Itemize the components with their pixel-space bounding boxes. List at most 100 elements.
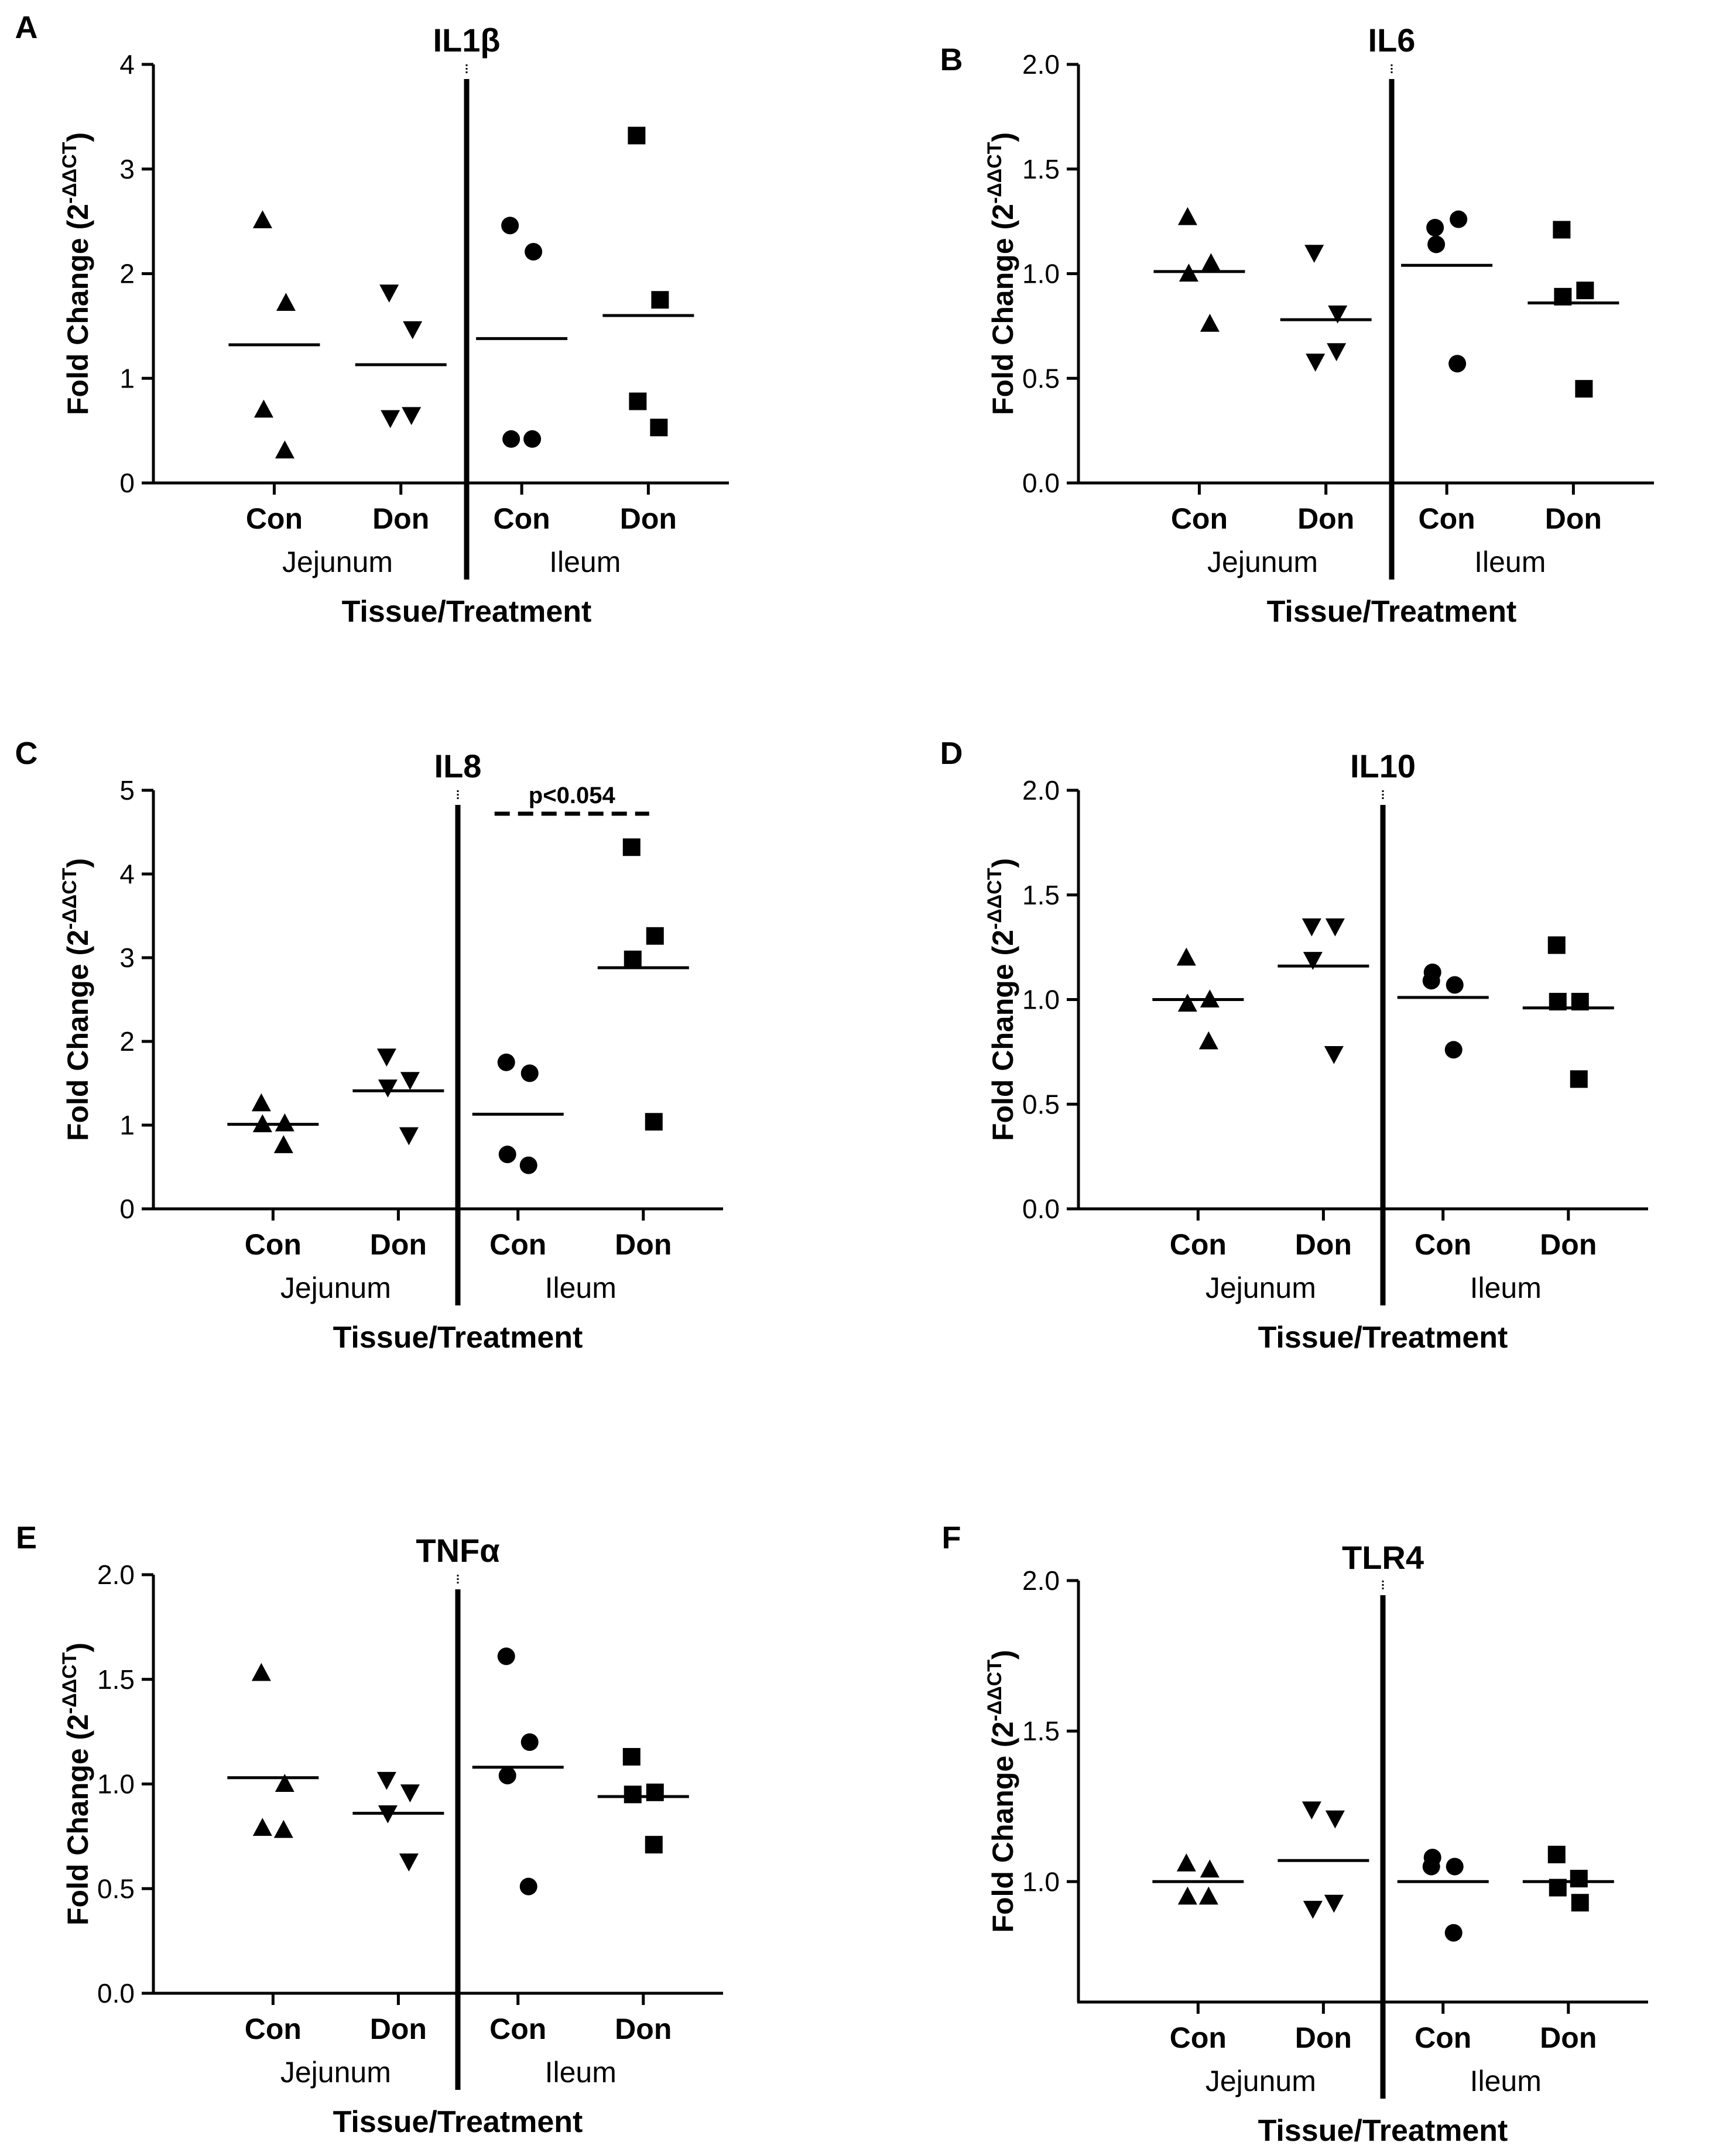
data-point: [497, 1647, 515, 1665]
y-tick-label: 3: [119, 154, 135, 184]
y-tick-label: 0.0: [1022, 468, 1060, 498]
data-point: [1444, 1041, 1463, 1059]
x-axis-title: Tissue/Treatment: [333, 2105, 583, 2139]
data-point: [1554, 287, 1572, 306]
chart-title: TNFα: [416, 1532, 499, 1569]
x-tick-label: Con: [245, 1228, 302, 1261]
x-tick-label: Don: [370, 1228, 427, 1261]
panel-f: F TLR4 1.0 1.5 2.0 Con Don Con Don Jejunum Ileum Ti…: [942, 1520, 1648, 2148]
group-label-ileum: Ileum: [545, 2056, 617, 2089]
data-point: [650, 419, 668, 437]
data-point: [1446, 976, 1464, 994]
y-tick-label: 1.0: [1022, 985, 1060, 1015]
x-tick-label: Con: [245, 2013, 302, 2045]
data-point: [402, 407, 422, 426]
data-point: [1427, 235, 1446, 253]
group-label-ileum: Ileum: [1470, 1271, 1542, 1304]
data-point: [252, 210, 272, 228]
data-point: [1324, 1046, 1344, 1064]
data-point: [1547, 936, 1566, 954]
data-point: [498, 1146, 516, 1164]
data-point: [1303, 952, 1323, 970]
data-point: [400, 1784, 420, 1803]
y-tick-label: 0: [119, 468, 135, 498]
x-axis-title: Tissue/Treatment: [1267, 595, 1517, 629]
group-label-ileum: Ileum: [1470, 2065, 1542, 2097]
data-point: [502, 430, 520, 448]
data-point: [273, 1135, 293, 1153]
group-label-jejunum: Jejunum: [1205, 1271, 1316, 1304]
data-point: [1423, 964, 1441, 982]
y-tick-label: 1.0: [1022, 1866, 1060, 1897]
data-point: [622, 838, 641, 856]
data-point: [1176, 1853, 1196, 1871]
data-point: [1448, 355, 1467, 373]
data-point: [275, 1113, 294, 1132]
panel-b: B IL6 0.0 0.5 1.0 1.5 2.0 Con Don Con Don Jejunum Il…: [940, 22, 1654, 629]
x-tick-label: Con: [1419, 502, 1475, 535]
x-tick-label: Don: [1545, 502, 1602, 535]
y-tick-label: 0: [119, 1194, 135, 1224]
y-tick-label: 4: [119, 49, 135, 80]
group-label-jejunum: Jejunum: [1207, 546, 1318, 578]
y-axis-title: Fold Change (2-ΔΔCT): [59, 1643, 94, 1925]
y-axis-title: Fold Change (2-ΔΔCT): [984, 1650, 1019, 1932]
y-tick-label: 1.5: [1022, 1716, 1060, 1746]
x-tick-label: Con: [1170, 1228, 1227, 1261]
y-tick-label: 2.0: [1022, 1565, 1060, 1596]
data-point: [1327, 343, 1347, 362]
x-axis-title: Tissue/Treatment: [333, 1321, 583, 1355]
data-point: [1547, 1846, 1566, 1863]
data-point: [1200, 314, 1220, 332]
data-point: [645, 1836, 663, 1854]
data-point: [273, 1819, 293, 1838]
chart-title: IL8: [434, 748, 482, 784]
group-label-ileum: Ileum: [545, 1271, 617, 1304]
data-point: [1302, 918, 1321, 937]
data-point: [1571, 1894, 1589, 1912]
data-point: [651, 291, 669, 309]
panel-letter: D: [940, 736, 963, 771]
x-tick-label: Con: [1415, 2021, 1471, 2054]
data-point: [1576, 282, 1594, 300]
panel-letter: F: [942, 1520, 961, 1555]
group-label-jejunum: Jejunum: [1205, 2065, 1316, 2097]
data-point: [1201, 253, 1221, 272]
data-point: [376, 1771, 396, 1790]
group-label-jejunum: Jejunum: [280, 1271, 391, 1304]
x-tick-label: Con: [1171, 502, 1228, 535]
panel-letter: E: [16, 1520, 37, 1555]
data-point: [254, 399, 273, 418]
x-tick-label: Con: [1415, 1228, 1471, 1261]
panel-letter: A: [15, 10, 38, 45]
data-point: [520, 1733, 539, 1751]
y-tick-label: 2.0: [1022, 49, 1060, 80]
data-point: [628, 126, 646, 145]
data-point: [1198, 1031, 1218, 1050]
y-tick-label: 0.5: [1022, 1089, 1060, 1119]
chart-title: IL1β: [433, 22, 500, 59]
data-point: [378, 1805, 398, 1823]
data-point: [1177, 1886, 1197, 1905]
data-point: [520, 1064, 539, 1082]
y-tick-label: 1.5: [97, 1664, 135, 1695]
y-tick-label: 1.5: [1022, 880, 1060, 910]
data-point: [1302, 1801, 1321, 1820]
data-point: [624, 1785, 642, 1804]
y-tick-label: 4: [119, 859, 135, 889]
panel-a: A IL1β 0 1 2 3 4 Con Don Con Don Jejunum Ileum Tissue…: [15, 10, 729, 629]
panel-letter: C: [15, 736, 38, 771]
data-point: [399, 1853, 419, 1872]
x-tick-label: Don: [620, 502, 677, 535]
significance-label: p<0.054: [529, 783, 616, 808]
data-point: [1325, 1810, 1345, 1829]
data-point: [1200, 1859, 1220, 1878]
panel-c: C IL8 0 1 2 3 4 5 Con Don Con Don Jejunum Ileum Tissue…: [15, 736, 723, 1355]
y-tick-label: 0.5: [1022, 363, 1060, 393]
x-tick-label: Con: [1170, 2021, 1227, 2054]
data-point: [1324, 1894, 1344, 1913]
group-label-ileum: Ileum: [1474, 546, 1546, 578]
data-point: [525, 242, 543, 260]
data-point: [624, 950, 642, 968]
data-point: [1177, 993, 1197, 1012]
